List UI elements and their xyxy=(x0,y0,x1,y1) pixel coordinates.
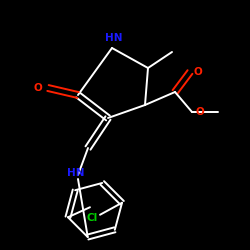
Text: O: O xyxy=(194,67,202,77)
Text: HN: HN xyxy=(67,168,85,178)
Text: O: O xyxy=(196,107,204,117)
Text: HN: HN xyxy=(105,33,123,43)
Text: O: O xyxy=(34,83,42,93)
Text: Cl: Cl xyxy=(86,213,98,223)
